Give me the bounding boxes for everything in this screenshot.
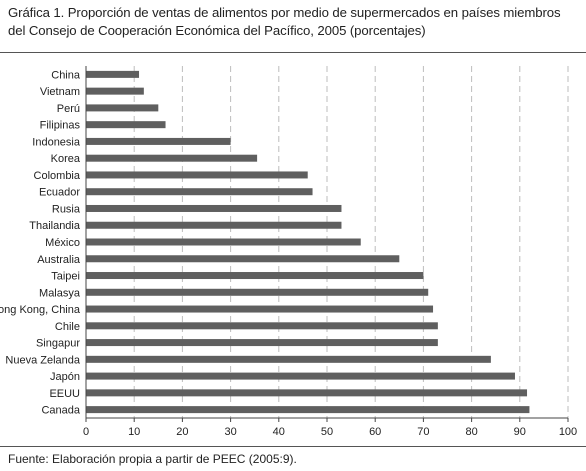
category-label-1: Vietnam (40, 86, 80, 98)
category-label-0: China (51, 69, 81, 81)
bar-5 (86, 154, 258, 162)
bar-6 (86, 171, 308, 179)
x-tick-label-10: 10 (128, 426, 140, 438)
bar-18 (86, 372, 515, 380)
bar-17 (86, 355, 491, 363)
category-label-4: Indonesia (32, 136, 81, 148)
chart-title: Gráfica 1. Proporción de ventas de alime… (8, 5, 561, 38)
bar-12 (86, 272, 424, 280)
category-label-8: Rusia (52, 203, 81, 215)
category-label-18: Japón (50, 371, 80, 383)
x-tick-label-20: 20 (176, 426, 188, 438)
category-label-19: EEUU (49, 388, 80, 400)
category-label-2: Perú (57, 103, 80, 115)
category-label-6: Colombia (34, 170, 81, 182)
x-axis: 0 10 20 30 40 50 60 70 80 90 100 (83, 66, 577, 438)
bar-13 (86, 288, 429, 296)
bar-7 (86, 188, 313, 196)
x-tick-label-90: 90 (514, 426, 526, 438)
category-label-3: Filipinas (40, 120, 81, 132)
category-labels: China Vietnam Perú Filipinas Indonesia Korea C… (0, 69, 81, 416)
bar-0 (86, 70, 140, 78)
category-label-7: Ecuador (39, 187, 80, 199)
category-label-16: Singapur (36, 338, 80, 350)
x-tick-label-80: 80 (465, 426, 477, 438)
bar-1 (86, 87, 144, 95)
category-label-12: Taipei (51, 271, 80, 283)
bar-16 (86, 339, 438, 347)
bar-11 (86, 255, 400, 263)
category-label-5: Korea (51, 153, 81, 165)
category-label-17: Nueva Zelanda (5, 354, 80, 366)
x-tick-label-0: 0 (83, 426, 89, 438)
bar-2 (86, 104, 159, 112)
source-divider (0, 446, 586, 447)
bar-15 (86, 322, 438, 330)
category-label-15: Chile (55, 321, 80, 333)
x-tick-label-60: 60 (369, 426, 381, 438)
bar-9 (86, 221, 342, 229)
category-label-9: Thailandia (29, 220, 81, 232)
x-tick-label-70: 70 (417, 426, 429, 438)
category-label-13: Malasya (39, 287, 81, 299)
category-label-11: Australia (37, 254, 81, 266)
category-label-20: Canada (41, 405, 80, 417)
bar-3 (86, 121, 166, 129)
category-label-14: Hong Kong, China (0, 304, 81, 316)
bar-8 (86, 204, 342, 212)
source-note: Fuente: Elaboración propia a partir de P… (8, 452, 297, 466)
bar-4 (86, 137, 231, 145)
bar-20 (86, 406, 530, 414)
title-divider (0, 52, 586, 53)
bar-14 (86, 305, 434, 313)
bar-10 (86, 238, 361, 246)
x-tick-label-50: 50 (321, 426, 333, 438)
x-tick-label-100: 100 (559, 426, 577, 438)
x-tick-label-40: 40 (273, 426, 285, 438)
category-label-10: México (45, 237, 80, 249)
x-tick-label-30: 30 (224, 426, 236, 438)
bars (86, 70, 530, 414)
bar-19 (86, 389, 528, 397)
